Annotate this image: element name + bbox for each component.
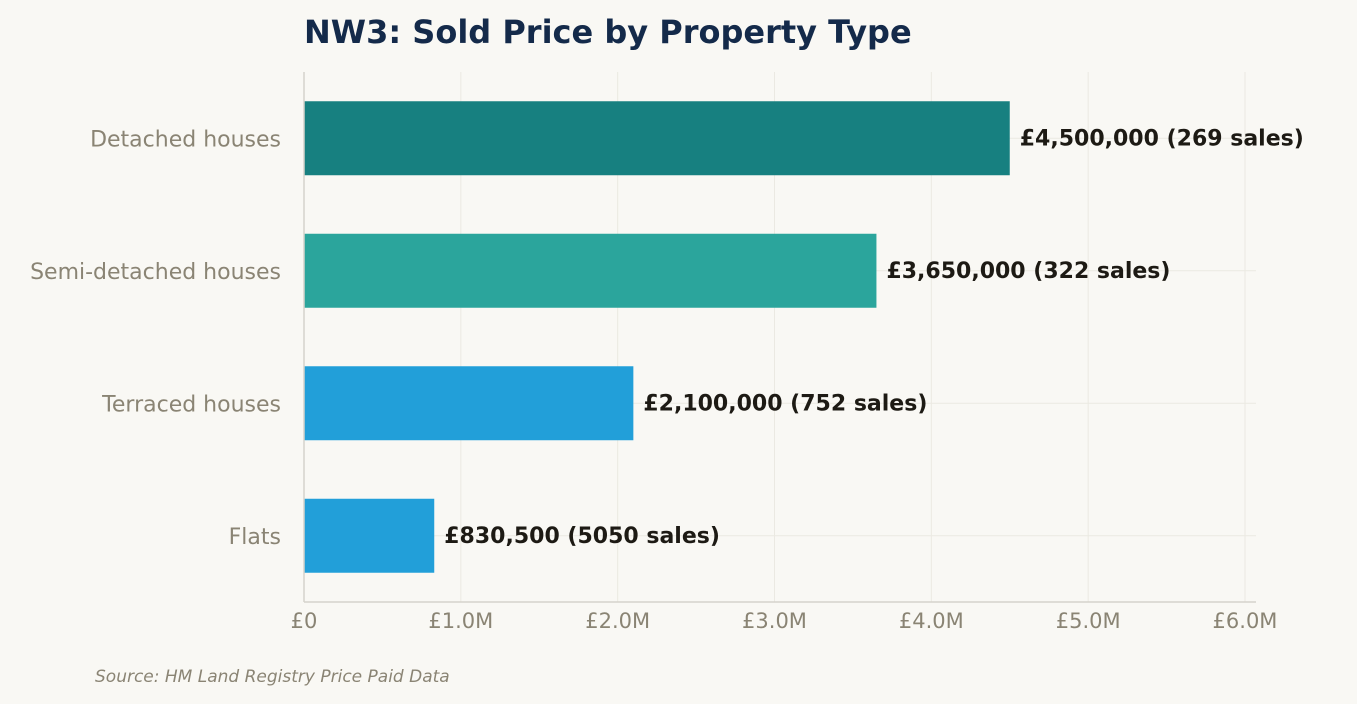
x-tick-label: £0 [291,609,318,633]
x-tick-label: £4.0M [899,609,964,633]
bar [304,233,877,308]
category-label: Terraced houses [101,392,281,417]
label-layer: Detached houses £4,500,000 (269 sales) Sem… [30,126,1304,550]
x-tick-label: £6.0M [1213,609,1278,633]
x-tick-label: £5.0M [1056,609,1121,633]
category-label: Detached houses [90,127,281,152]
axis-layer: £0 £1.0M £2.0M £3.0M £4.0M £5.0M £6.0M [291,72,1278,633]
data-label: £830,500 (5050 sales) [444,524,720,549]
data-label: £3,650,000 (322 sales) [886,259,1170,284]
bar-layer [304,101,1010,573]
bar [304,101,1010,176]
chart-title: NW3: Sold Price by Property Type [304,13,912,51]
x-tick-label: £1.0M [428,609,493,633]
data-label: £2,100,000 (752 sales) [643,391,927,416]
data-label: £4,500,000 (269 sales) [1020,126,1304,151]
source-note: Source: HM Land Registry Price Paid Data [95,667,450,687]
bar [304,498,435,573]
x-tick-label: £2.0M [585,609,650,633]
x-tick-label: £3.0M [742,609,807,633]
category-label: Semi-detached houses [30,260,281,285]
bar [304,366,634,441]
category-label: Flats [229,525,281,550]
